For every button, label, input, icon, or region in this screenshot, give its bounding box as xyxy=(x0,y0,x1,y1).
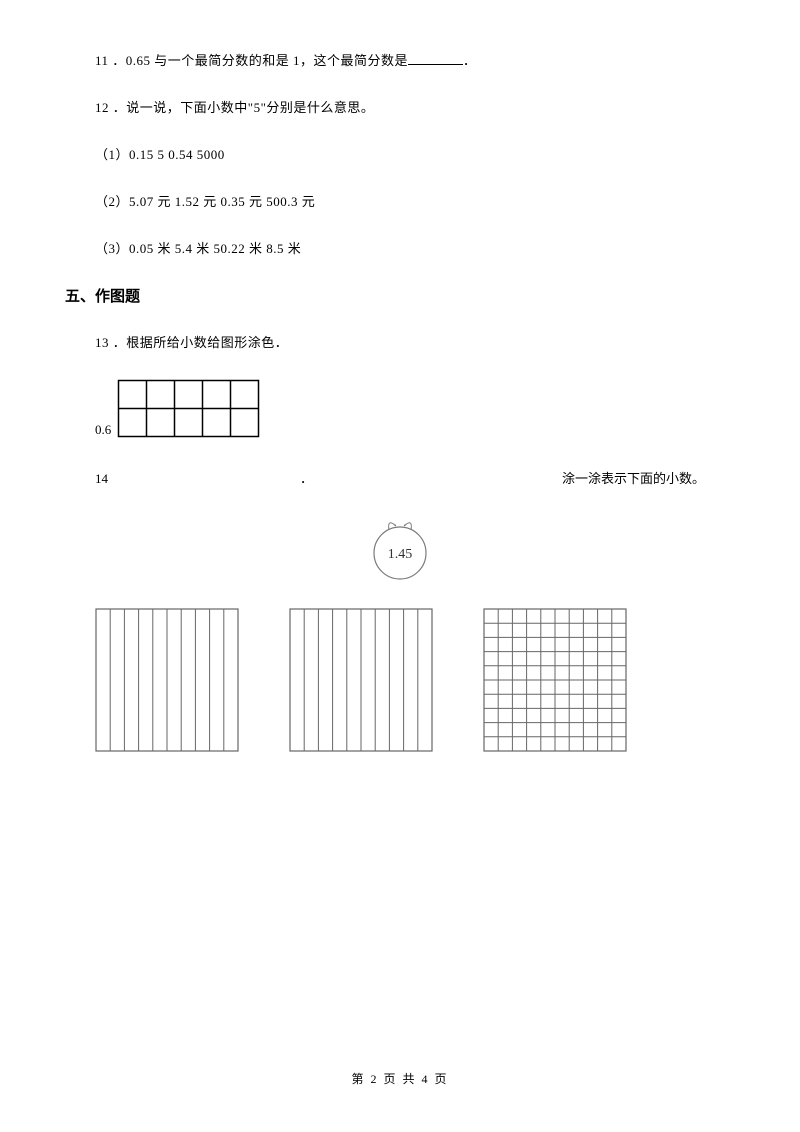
page-footer: 第 2 页 共 4 页 xyxy=(0,1070,800,1087)
grid-tenths-1 xyxy=(95,608,239,752)
q13-label: 0.6 xyxy=(95,422,111,438)
q11-num: 11 ． xyxy=(95,53,126,68)
q11-text-b: ． xyxy=(463,53,477,68)
grid-hundredths xyxy=(483,608,627,752)
grid-tenths-2 xyxy=(289,608,433,752)
question-13: 13 ．根据所给小数给图形涂色． xyxy=(65,332,735,351)
q12-sub3: （3）0.05 米 5.4 米 50.22 米 8.5 米 xyxy=(65,238,735,257)
q12-sub2: （2）5.07 元 1.52 元 0.35 元 500.3 元 xyxy=(65,191,735,210)
svg-text:1.45: 1.45 xyxy=(388,547,413,562)
q14-bubble-wrap: 1.45 xyxy=(65,505,735,590)
q12-sub1: （1）0.15 5 0.54 5000 xyxy=(65,144,735,163)
q14-right: 涂一涂表示下面的小数。 xyxy=(562,468,735,487)
question-14: 14 ． 涂一涂表示下面的小数。 xyxy=(65,468,735,487)
question-11: 11 ．0.65 与一个最简分数的和是 1，这个最简分数是 ． xyxy=(65,50,735,69)
grid-2x5 xyxy=(117,379,260,438)
q14-grids xyxy=(65,608,735,752)
section-5-title: 五、作图题 xyxy=(65,285,735,306)
q13-figure: 0.6 xyxy=(65,379,735,438)
q12-num: 12 ． xyxy=(95,100,126,115)
q13-text: 根据所给小数给图形涂色． xyxy=(126,335,288,350)
q12-text: 说一说，下面小数中"5"分别是什么意思。 xyxy=(126,100,374,115)
bubble-svg: 1.45 xyxy=(364,505,436,585)
q11-text-a: 0.65 与一个最简分数的和是 1，这个最简分数是 xyxy=(126,53,408,68)
q11-blank xyxy=(408,52,463,65)
q13-num: 13 ． xyxy=(95,335,126,350)
q14-num: 14 xyxy=(95,471,108,487)
q14-dot: ． xyxy=(108,468,313,487)
question-12: 12 ．说一说，下面小数中"5"分别是什么意思。 xyxy=(65,97,735,116)
